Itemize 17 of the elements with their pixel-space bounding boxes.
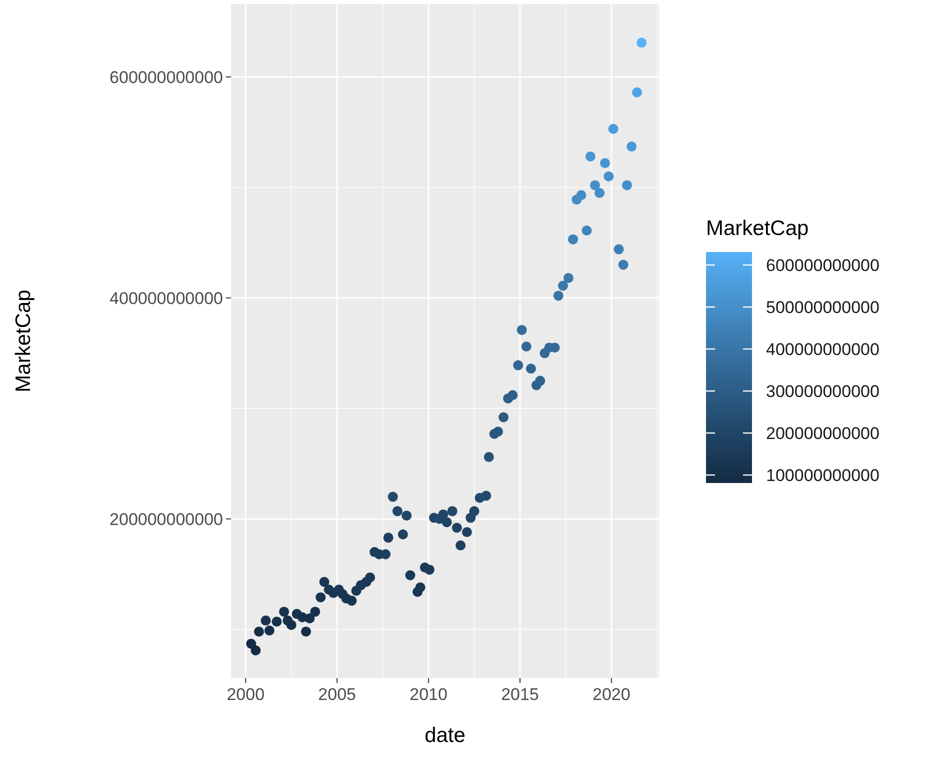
x-axis-title: date xyxy=(424,724,466,747)
y-tick-label: 400000000000 xyxy=(110,288,223,308)
y-tick-label: 600000000000 xyxy=(110,68,223,87)
color-bar-title: MarketCap xyxy=(706,217,809,240)
x-tick-label: 2020 xyxy=(592,685,630,704)
y-axis-title: MarketCap xyxy=(12,290,35,392)
color-bar-label: 200000000000 xyxy=(766,424,880,443)
color-bar-label: 300000000000 xyxy=(766,382,880,401)
y-tick-label: 200000000000 xyxy=(110,510,223,529)
color-bar-label: 400000000000 xyxy=(766,340,880,359)
color-bar-label: 100000000000 xyxy=(766,466,880,485)
color-bar-label: 600000000000 xyxy=(766,256,880,275)
x-tick-label: 2000 xyxy=(226,685,265,704)
x-tick-label: 2015 xyxy=(501,685,539,704)
x-tick-label: 2005 xyxy=(318,685,356,704)
color-bar-label: 500000000000 xyxy=(766,298,880,317)
x-tick-label: 2010 xyxy=(410,685,448,704)
